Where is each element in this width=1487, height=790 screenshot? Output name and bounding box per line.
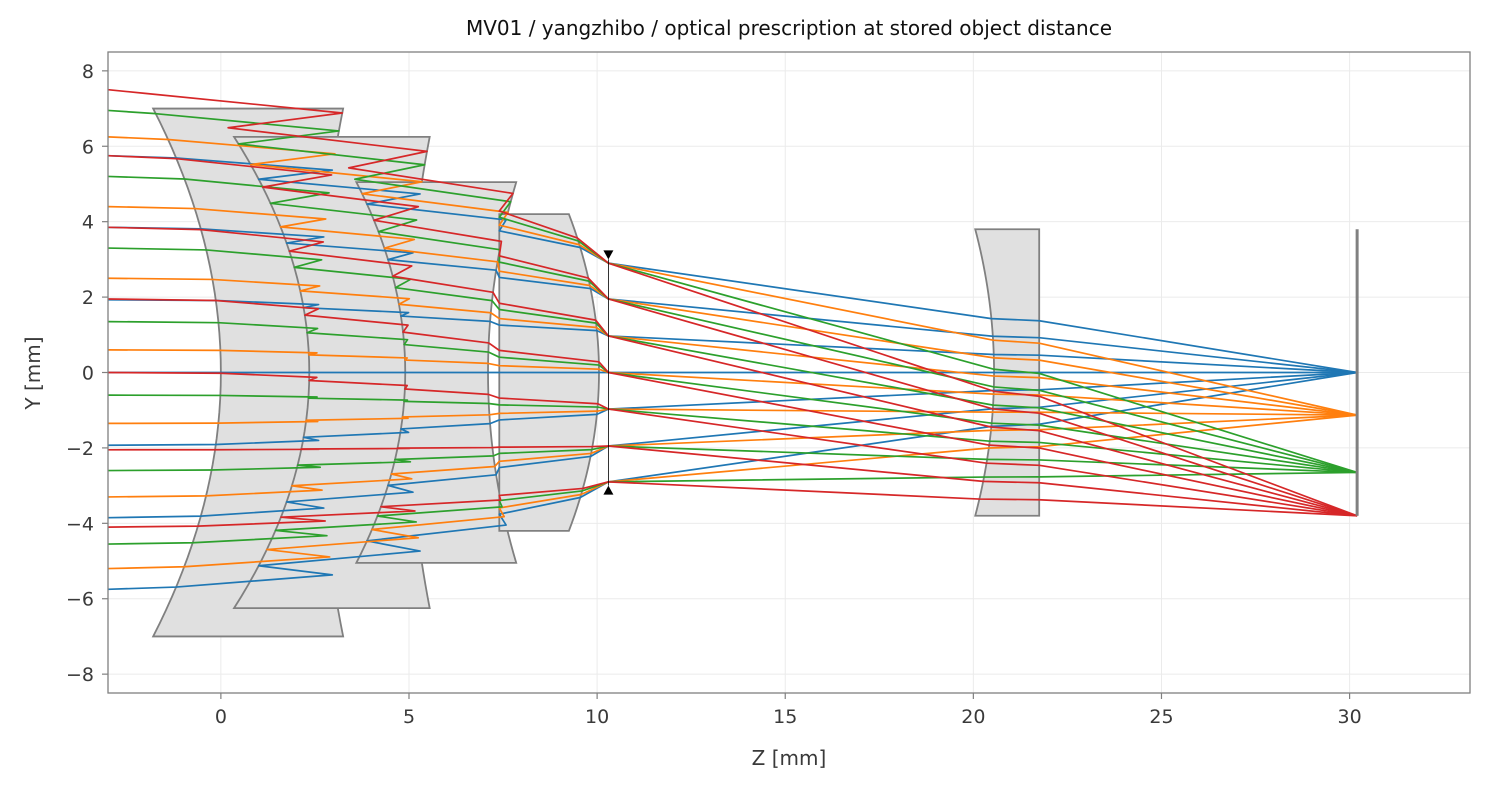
ray-field-1-6: [107, 135, 1358, 416]
ray-field-1-5: [107, 205, 1358, 416]
ray-field-2-4: [107, 247, 1358, 474]
ray-field-2-1: [107, 445, 1358, 474]
ray-field-1-4: [107, 277, 1358, 416]
y-tick-label: 0: [82, 363, 94, 385]
aperture-stop-bottom-marker: [603, 485, 614, 495]
x-tick-label: 30: [1338, 706, 1362, 728]
y-tick-label: −2: [66, 438, 94, 460]
ray-field-1-3: [107, 349, 1358, 416]
ray-field-0-5: [107, 226, 1358, 374]
chart-title: MV01 / yangzhibo / optical prescription …: [466, 16, 1112, 40]
x-tick-label: 0: [215, 706, 227, 728]
aperture-stop-top-marker: [603, 250, 614, 260]
ray-field-2-6: [107, 109, 1358, 474]
y-axis-label: Y [mm]: [21, 336, 45, 410]
y-tick-label: −6: [66, 589, 94, 611]
y-tick-label: −4: [66, 513, 94, 535]
x-tick-label: 5: [403, 706, 415, 728]
stop-and-image-plane: [603, 229, 1359, 516]
ray-fans: [107, 88, 1358, 591]
ray-field-2-0: [107, 471, 1358, 545]
x-tick-label: 15: [773, 706, 797, 728]
x-tick-label: 25: [1149, 706, 1173, 728]
ray-field-3-1: [107, 445, 1358, 517]
ray-field-3-0: [107, 481, 1358, 528]
ray-field-0-4: [107, 298, 1358, 374]
ray-field-3-4: [107, 226, 1358, 517]
x-tick-label: 10: [585, 706, 609, 728]
ray-field-1-2: [107, 408, 1358, 425]
ray-field-2-3: [107, 320, 1358, 474]
ray-field-3-5: [107, 154, 1358, 517]
ray-field-1-0: [107, 414, 1358, 570]
x-axis-label: Z [mm]: [752, 746, 827, 770]
ray-field-3-6: [107, 88, 1358, 517]
ray-field-1-1: [107, 414, 1358, 498]
y-tick-label: 2: [82, 287, 94, 309]
x-tick-label: 20: [961, 706, 985, 728]
y-tick-label: −8: [66, 664, 94, 686]
ray-field-3-3: [107, 298, 1358, 517]
ray-field-3-2: [107, 371, 1358, 517]
ray-field-2-2: [107, 394, 1358, 474]
y-tick-label: 6: [82, 136, 94, 158]
axis-ticks: 0 5 10 15 20 25 30 −8 −6 −4 −2 0 2 4 6 8: [66, 61, 1362, 728]
y-tick-label: 4: [82, 212, 94, 234]
y-tick-label: 8: [82, 61, 94, 83]
